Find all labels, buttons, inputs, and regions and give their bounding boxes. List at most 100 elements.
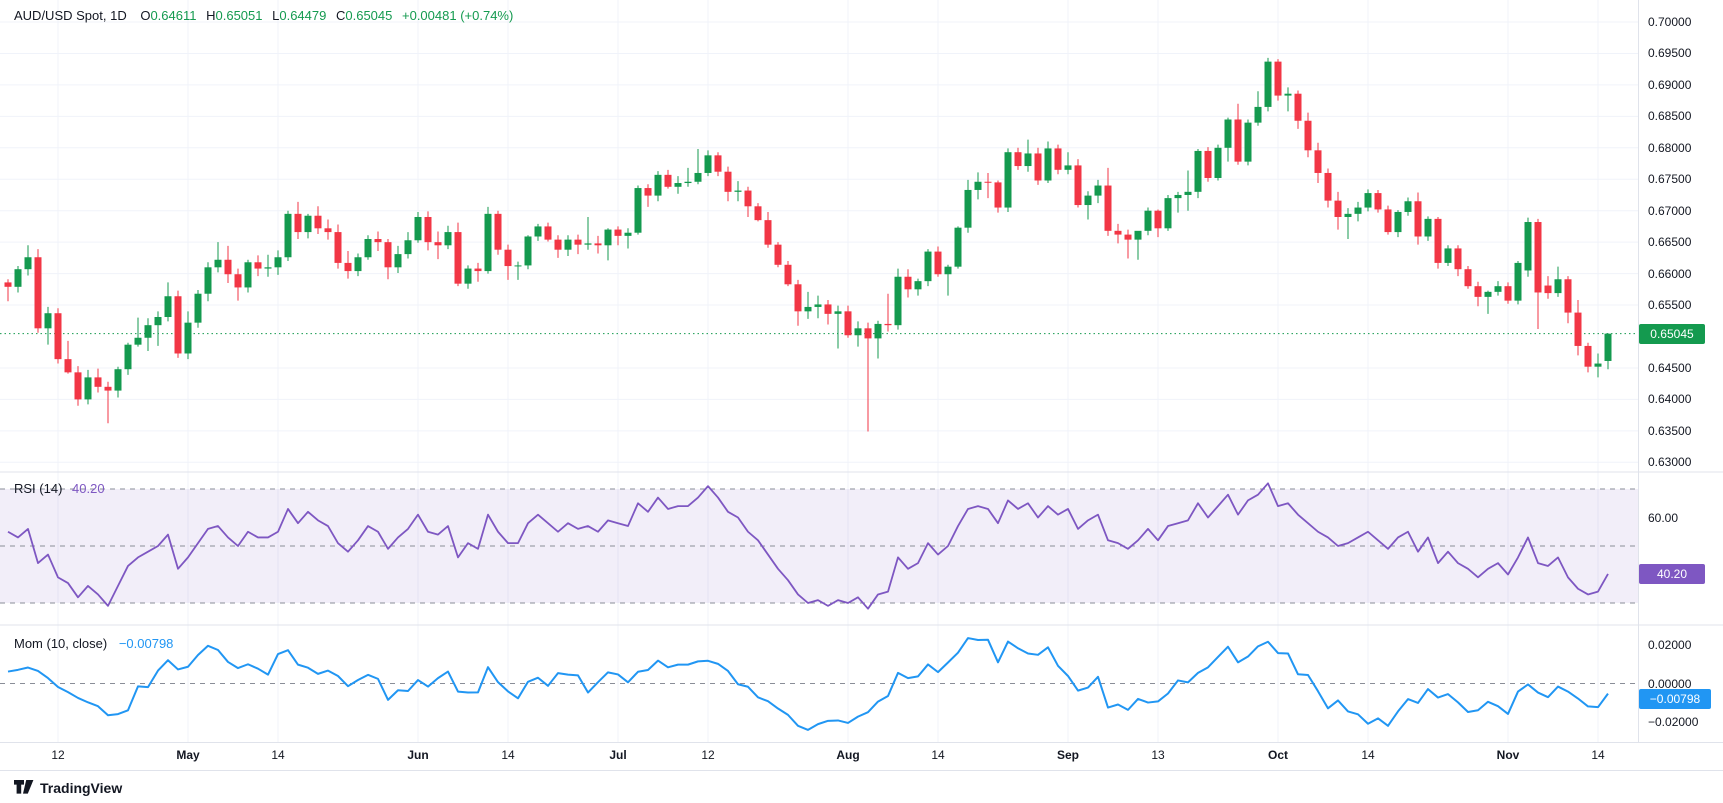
candle-body [554,239,562,250]
time-axis-month-label: Aug [836,748,860,762]
candle-body [544,226,552,240]
candle-body [774,244,782,265]
candle-body [604,229,612,246]
candle-body [654,174,662,196]
candle-body [1554,279,1562,294]
candle-body [284,213,292,258]
candle-body [534,226,542,237]
candle-body [134,337,142,345]
tradingview-logo[interactable]: TradingView [14,779,123,796]
candle-body [1444,248,1452,263]
candle-body [174,296,182,354]
time-axis-month-label: Jul [609,748,627,762]
close-value: 0.65045 [345,8,393,23]
price-axis-tick: 0.64500 [1648,360,1692,375]
price-axis-tick: 0.67500 [1648,172,1692,187]
rsi-line [7,482,1609,610]
time-axis-month-label: Sep [1056,748,1080,762]
price-axis-tick: 0.66500 [1648,235,1692,250]
candle-body [1104,185,1112,231]
candle-body [1214,147,1222,178]
candle-body [1404,201,1412,212]
candle-body [644,188,652,196]
time-axis-month-label: Oct [1267,748,1289,762]
candle-body [1424,218,1432,237]
price-axis-tick: 0.67000 [1648,203,1692,218]
candle-body [704,155,712,173]
candle-body [494,213,502,250]
rsi-axis-tick: 60.00 [1648,510,1679,525]
price-axis-tick: 0.69000 [1648,77,1692,92]
tradingview-logo-icon [14,779,34,794]
candle-body [1254,106,1262,123]
candle-body [1564,279,1572,313]
candle-body [1304,120,1312,151]
candle-body [4,282,12,287]
candle-body [1484,291,1492,297]
candle-body [744,190,752,207]
high-value: 0.65051 [215,8,263,23]
momentum-line [7,637,1609,731]
candle-body [794,284,802,312]
candle-body [834,311,842,314]
candle-body [1134,230,1142,240]
candle-body [714,155,722,172]
candle-body [974,181,982,190]
candle-body [784,264,792,285]
candle-body [74,372,82,400]
candle-body [34,257,42,329]
candle-body [954,227,962,267]
time-axis-day-label: 12 [51,748,65,762]
candle-body [1464,269,1472,287]
tradingview-logo-text: TradingView [40,779,123,796]
candle-body [764,220,772,245]
candlestick-layer [4,57,1612,432]
candle-body [924,251,932,282]
candle-body [1154,210,1162,229]
rsi-title[interactable]: RSI (14) [14,481,63,496]
candle-body [814,304,822,307]
candle-body [1234,119,1242,162]
symbol-title[interactable]: AUD/USD Spot, 1D [14,8,127,23]
candle-body [574,239,582,245]
candle-body [1194,150,1202,192]
candle-body [404,240,412,255]
candle-body [1124,234,1132,240]
candle-body [1454,248,1462,270]
time-axis-day-label: 13 [1151,748,1165,762]
candle-body [904,276,912,290]
candle-body [854,328,862,336]
candle-body [434,242,442,246]
candle-body [1284,93,1292,96]
time-axis-month-label: Jun [407,748,429,762]
candle-body [104,386,112,391]
time-axis-day-label: 14 [931,748,945,762]
candle-body [414,216,422,241]
candle-body [1274,61,1282,96]
dashed-levels [0,488,1638,684]
mom-title[interactable]: Mom (10, close) [14,636,108,651]
candle-body [374,239,382,243]
candle-body [94,377,102,387]
change-value: +0.00481 (+0.74%) [402,8,514,23]
candle-body [274,257,282,268]
time-axis-day-label: 14 [271,748,285,762]
time-axis[interactable] [0,742,1723,771]
candle-body [194,293,202,323]
candle-body [64,359,72,373]
footer-bar: TradingView [0,770,1723,803]
candle-body [124,344,132,370]
close-label: C [335,8,346,23]
price-axis-tick: 0.63000 [1648,455,1692,470]
candle-body [1584,345,1592,367]
candle-body [314,215,322,229]
candle-body [324,228,332,233]
price-axis-tick: 0.70000 [1648,15,1692,29]
candle-body [264,267,272,269]
candle-body [1534,222,1542,293]
candle-body [114,369,122,391]
price-axis[interactable] [1638,0,1723,742]
candle-body [1474,286,1482,297]
candle-body [1504,286,1512,301]
